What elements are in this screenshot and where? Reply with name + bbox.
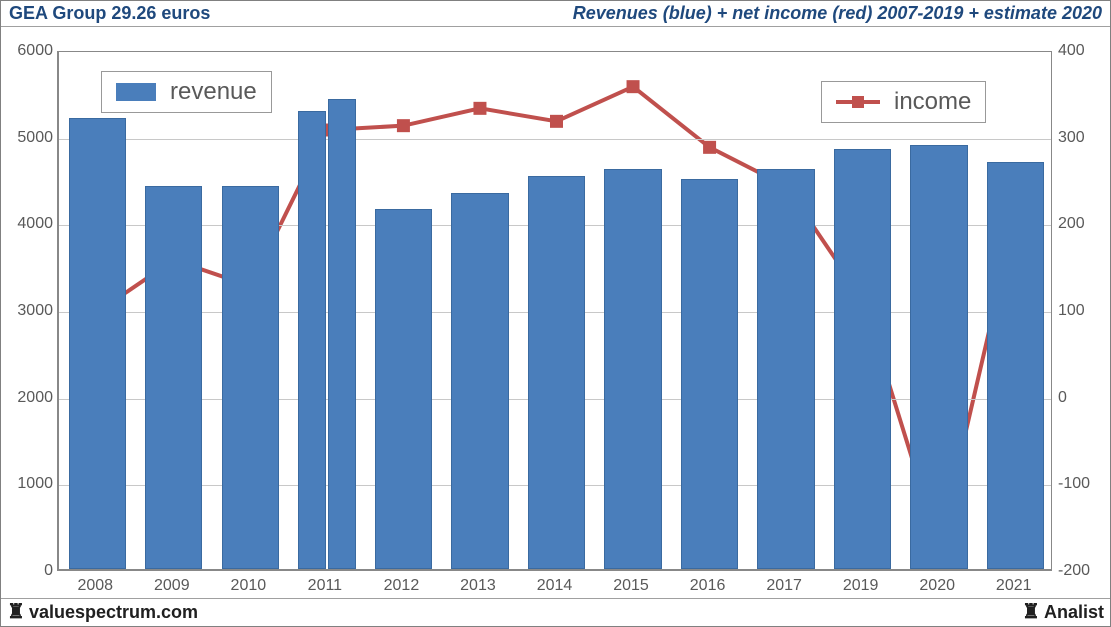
bar (604, 169, 661, 569)
y-left-tick-label: 2000 (5, 389, 53, 407)
bar (451, 193, 508, 569)
x-tick-label: 2008 (77, 577, 113, 595)
footer-right-text: Analist (1044, 602, 1104, 622)
x-tick-label: 2017 (766, 577, 802, 595)
legend-income-label: income (894, 88, 971, 116)
bar (328, 99, 356, 569)
footer-left: ♜valuespectrum.com (7, 602, 198, 623)
x-tick-label: 2011 (308, 577, 342, 595)
x-tick-label: 2014 (537, 577, 573, 595)
legend-revenue: revenue (101, 71, 272, 113)
bar (987, 162, 1044, 569)
y-right-tick-label: 400 (1058, 42, 1106, 60)
income-marker (474, 102, 486, 114)
chart-header: GEA Group 29.26 euros Revenues (blue) + … (1, 1, 1110, 27)
rook-icon: ♜ (1022, 602, 1040, 622)
x-tick-label: 2012 (384, 577, 420, 595)
rook-icon: ♜ (7, 602, 25, 622)
chart-footer: ♜valuespectrum.com ♜Analist (1, 598, 1110, 626)
y-right-tick-label: -100 (1058, 475, 1106, 493)
income-marker (704, 141, 716, 153)
y-left-tick-label: 1000 (5, 475, 53, 493)
x-tick-label: 2010 (231, 577, 267, 595)
title-left: GEA Group 29.26 euros (9, 3, 210, 24)
x-tick-label: 2020 (919, 577, 955, 595)
x-tick-label: 2016 (690, 577, 726, 595)
x-tick-label: 2019 (843, 577, 879, 595)
plot-area (57, 51, 1052, 571)
legend-revenue-label: revenue (170, 78, 257, 106)
x-tick-label: 2015 (613, 577, 649, 595)
bar (681, 179, 738, 569)
y-right-tick-label: 0 (1058, 389, 1106, 407)
income-marker (397, 120, 409, 132)
y-right-tick-label: -200 (1058, 562, 1106, 580)
legend-revenue-swatch (116, 83, 156, 101)
footer-left-text: valuespectrum.com (29, 602, 198, 622)
bar (757, 169, 814, 569)
bar (298, 111, 326, 569)
bar (375, 209, 432, 569)
y-right-tick-label: 300 (1058, 129, 1106, 147)
bar (528, 176, 585, 569)
y-left-tick-label: 6000 (5, 42, 53, 60)
y-left-tick-label: 0 (5, 562, 53, 580)
income-marker (627, 81, 639, 93)
chart-container: GEA Group 29.26 euros Revenues (blue) + … (0, 0, 1111, 627)
y-right-tick-label: 100 (1058, 302, 1106, 320)
bar (69, 118, 126, 569)
bar (145, 186, 202, 569)
footer-right: ♜Analist (1022, 602, 1104, 623)
y-left-tick-label: 4000 (5, 215, 53, 233)
income-marker (551, 115, 563, 127)
y-left-tick-label: 5000 (5, 129, 53, 147)
legend-income: income (821, 81, 986, 123)
legend-income-swatch (836, 100, 880, 104)
gridline (59, 139, 1051, 140)
x-tick-label: 2013 (460, 577, 496, 595)
y-right-tick-label: 200 (1058, 215, 1106, 233)
bar (834, 149, 891, 569)
y-left-tick-label: 3000 (5, 302, 53, 320)
legend-income-marker (852, 96, 864, 108)
bar (222, 186, 279, 569)
title-right: Revenues (blue) + net income (red) 2007-… (573, 3, 1102, 24)
x-tick-label: 2009 (154, 577, 190, 595)
x-tick-label: 2021 (996, 577, 1032, 595)
bar (910, 145, 967, 569)
